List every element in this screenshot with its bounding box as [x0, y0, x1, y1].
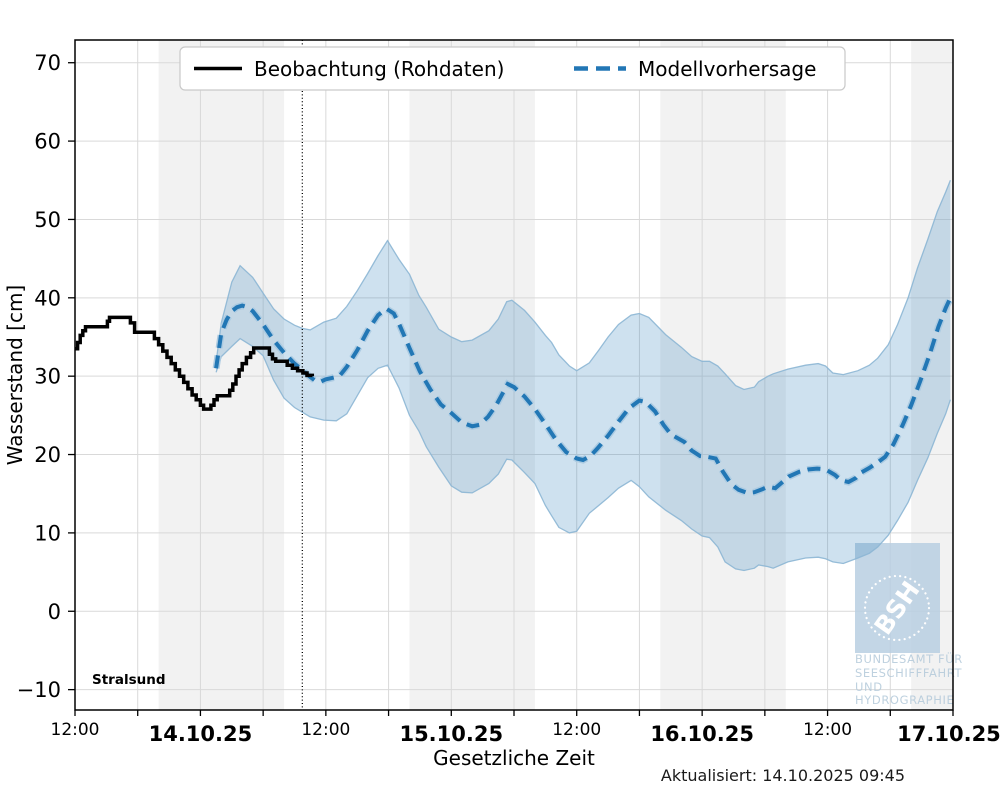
x-tick-label: 12:00 [51, 720, 100, 740]
x-tick-label: 14.10.25 [149, 722, 253, 746]
forecast-line-layer [212, 296, 954, 497]
y-tick-label: 30 [34, 365, 61, 389]
bsh-watermark-line4: HYDROGRAPHIE [855, 693, 954, 707]
uncertainty-band-upper-edge [215, 180, 952, 391]
legend-observation-label: Beobachtung (Rohdaten) [254, 57, 504, 81]
x-tick-label: 12:00 [803, 720, 852, 740]
uncertainty-band-area [216, 180, 951, 571]
y-tick-label: 20 [34, 443, 61, 467]
legend-forecast-label: Modellvorhersage [638, 57, 816, 81]
bsh-logo-square [855, 543, 940, 653]
y-tick-label: 10 [34, 521, 61, 545]
legend: Beobachtung (Rohdaten) Modellvorhersage [179, 46, 846, 91]
bsh-watermark-line3: UND [855, 680, 883, 694]
x-axis-title: Gesetzliche Zeit [433, 746, 595, 770]
bsh-watermark-line2: SEESCHIFFFAHRT [855, 666, 962, 680]
y-tick-label: −10 [17, 678, 61, 702]
y-tick-label: 60 [34, 130, 61, 154]
x-tick-label: 12:00 [301, 720, 350, 740]
updated-timestamp: Aktualisiert: 14.10.2025 09:45 [661, 766, 905, 785]
x-tick-label: 12:00 [552, 720, 601, 740]
gridlines [75, 40, 953, 710]
forecast-line [214, 296, 953, 495]
observation-line-layer [75, 315, 315, 411]
x-tick-label: 15.10.25 [399, 722, 503, 746]
x-tick-label: 17.10.25 [897, 722, 1000, 746]
forecast-uncertainty-band [215, 180, 952, 572]
y-axis-title: Wasserstand [cm] [3, 285, 27, 465]
bsh-logo-dotted-circle [863, 574, 931, 642]
y-tick-label: 0 [48, 600, 61, 624]
axes-frame-and-ticks [68, 39, 954, 716]
x-tick-label: 16.10.25 [650, 722, 754, 746]
bsh-logo-watermark: BSH BUNDESAMT FÜR SEESCHIFFFAHRT UND HYD… [855, 543, 963, 707]
y-tick-label: 70 [34, 51, 61, 75]
station-label: Stralsund [92, 672, 166, 688]
legend-box [179, 46, 846, 91]
tick-labels: −10 0 10 20 30 40 50 60 70 12:00 14.10.25 12:00 15.1… [17, 51, 1000, 746]
uncertainty-band-lower-edge [215, 337, 952, 572]
y-tick-label: 40 [34, 286, 61, 310]
night-band [158, 40, 285, 710]
y-tick-label: 50 [34, 208, 61, 232]
bsh-watermark-line1: BUNDESAMT FÜR [855, 650, 963, 666]
observation-line [75, 315, 315, 411]
